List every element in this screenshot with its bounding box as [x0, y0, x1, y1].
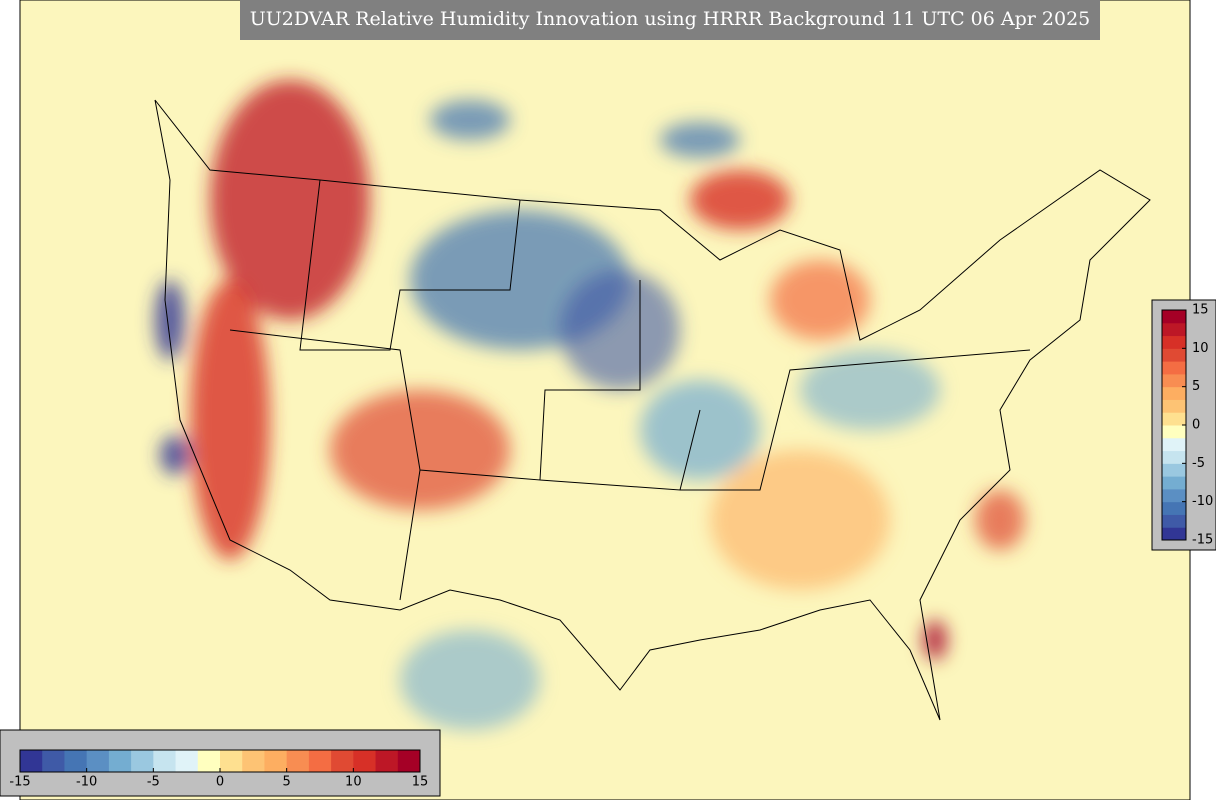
tick-label: 15: [1192, 303, 1209, 318]
colorbar-segment: [1162, 386, 1186, 400]
colorbar-segment: [1162, 373, 1186, 388]
tick-label: 0: [216, 775, 224, 790]
colorbar-segment: [1162, 476, 1186, 490]
innovation-field: [155, 80, 1025, 730]
tick-label: -10: [76, 775, 97, 790]
colorbar-segment: [1162, 488, 1186, 503]
tick-label: 5: [1192, 379, 1200, 394]
colorbar-segment: [1162, 450, 1186, 464]
tick-label: 15: [412, 775, 429, 790]
tick-label: 10: [345, 775, 362, 790]
colorbar-segment: [1162, 463, 1186, 477]
tick-label: -5: [1192, 456, 1205, 471]
colorbar-segment: [286, 750, 310, 772]
colorbar-segment: [1162, 399, 1186, 413]
tick-label: 0: [1192, 418, 1200, 433]
colorbars: -15 -10 -5 0 5 10 15 15 10 5 0 -5 -10 -15: [9, 303, 1213, 790]
colorbar-segment: [220, 750, 243, 772]
colorbar-segment: [331, 750, 354, 772]
tick-label: -5: [147, 775, 160, 790]
colorbar-segment: [1162, 514, 1186, 528]
colorbar-segment: [1162, 437, 1186, 452]
colorbar-segment: [397, 750, 421, 772]
tick-label: -10: [1192, 494, 1213, 509]
colorbar-segment: [131, 750, 154, 772]
colorbar-segment: [1162, 335, 1186, 349]
colorbar-segment: [197, 750, 221, 772]
title-box: [240, 0, 1100, 40]
colorbar-segment: [1162, 527, 1186, 541]
colorbar-segment: [308, 750, 332, 772]
colorbar-segment: [1162, 310, 1186, 324]
colorbar-segment: [1162, 501, 1186, 515]
colorbar-segment: [1162, 322, 1186, 337]
colorbar-segment: [1162, 361, 1186, 375]
colorbar-segment: [108, 750, 132, 772]
tick-label: 10: [1192, 341, 1209, 356]
colorbar-segment: [264, 750, 288, 772]
tick-label: -15: [1192, 533, 1213, 548]
colorbar-segment: [242, 750, 265, 772]
colorbar-segment: [153, 750, 177, 772]
colorbar-segment: [1162, 425, 1186, 439]
colorbar-segment: [1162, 412, 1186, 426]
colorbar-segment: [375, 750, 399, 772]
colorbar-segment: [42, 750, 65, 772]
colorbar-segment: [175, 750, 199, 772]
colorbar-segment: [1162, 348, 1186, 362]
tick-label: 5: [283, 775, 291, 790]
colorbar-segment: [86, 750, 110, 772]
colorbar-segment: [64, 750, 88, 772]
tick-label: -15: [9, 775, 30, 790]
colorbar-segment: [353, 750, 377, 772]
colorbar-segment: [20, 750, 43, 772]
title: UU2DVAR Relative Humidity Innovation usi…: [250, 8, 1091, 30]
